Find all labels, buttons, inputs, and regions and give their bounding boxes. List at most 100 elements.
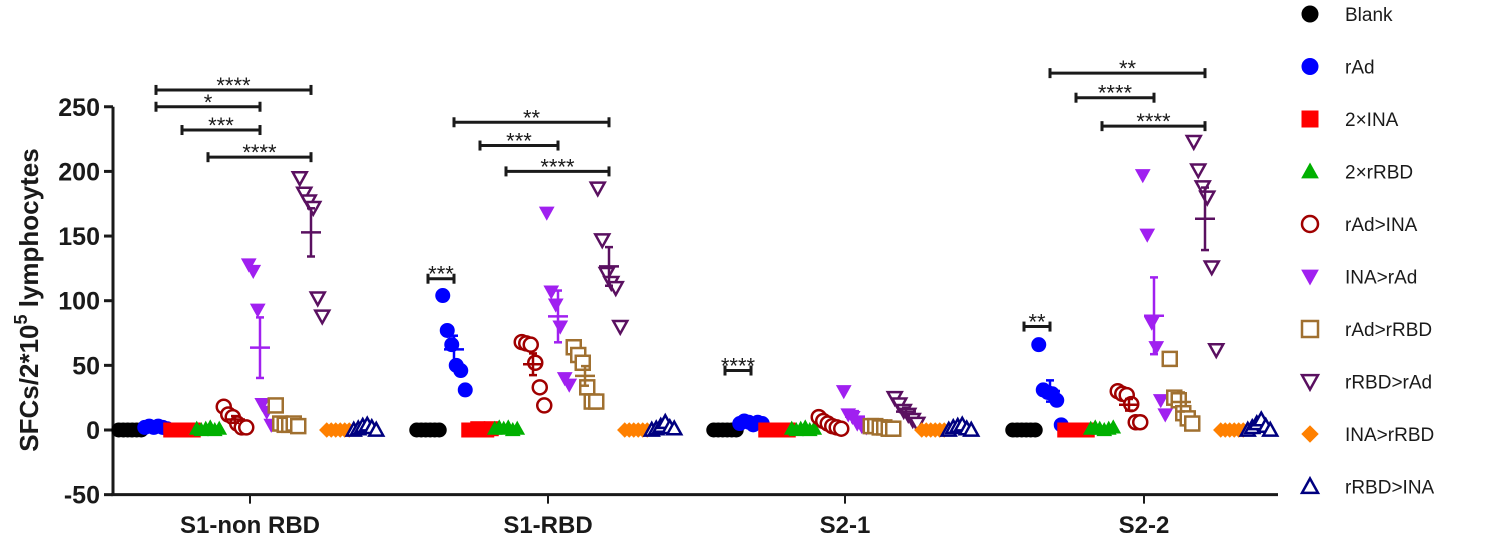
data-point-rrbd-rad — [611, 319, 630, 337]
legend-marker — [1299, 475, 1321, 495]
data-point-rrbd-rad — [1198, 190, 1217, 207]
significance-label: **** — [242, 140, 277, 165]
legend-item: INA>rRBD — [1301, 425, 1434, 446]
y-tick-label: 100 — [58, 288, 100, 316]
legend-item: rAd>rRBD — [1300, 319, 1432, 341]
data-point-rad-rrbd — [290, 417, 307, 435]
y-tick-label: 50 — [72, 352, 100, 380]
data-point-rad-rrbd — [885, 420, 902, 437]
data-point-rad-ina — [531, 379, 548, 396]
data-point-rrbd-rad — [606, 280, 625, 298]
legend-marker — [1300, 214, 1320, 234]
x-tick-label: S1-RBD — [503, 512, 592, 539]
legend-item: 2×INA — [1301, 110, 1399, 131]
y-tick-label: 0 — [86, 417, 100, 445]
legend-label: rRBD>rAd — [1345, 373, 1432, 394]
data-point-2-rrbd — [806, 420, 823, 435]
x-tick-label: S2-1 — [820, 512, 871, 539]
legend-marker — [1299, 373, 1321, 393]
legend-label: rRBD>INA — [1345, 478, 1435, 499]
y-axis-title-main: SFCs/2*10 — [14, 325, 44, 452]
significance-label: **** — [721, 354, 756, 379]
legend-marker — [1301, 269, 1319, 286]
legend-item: Blank — [1301, 5, 1393, 26]
data-point-rad — [435, 288, 451, 304]
data-point-ina-rad — [538, 206, 555, 221]
axes: -50 0 50 100 150 200 250 S1-non RBD S1-RBD S2-1 S2… — [58, 94, 1278, 539]
data-point-ina-rad — [1152, 394, 1169, 409]
significance-label: **** — [1098, 81, 1133, 106]
legend-item: INA>rAd — [1301, 268, 1417, 289]
data-point-rad-ina — [522, 336, 539, 353]
significance-brackets: **************************************** — [154, 56, 1207, 379]
data-point-ina-rad — [561, 378, 578, 393]
data-point-rrbd-rad — [593, 233, 612, 250]
legend-marker — [1300, 319, 1320, 339]
legend-label: rAd>rRBD — [1345, 320, 1432, 341]
data-points — [111, 134, 1280, 438]
data-point-rrbd-ina — [665, 419, 684, 436]
data-point-rad-ina — [536, 397, 553, 414]
legend-label: Blank — [1345, 5, 1393, 26]
data-point-rad — [439, 322, 455, 338]
data-point-ina-rad — [1143, 316, 1160, 331]
legend-item: 2×rRBD — [1301, 162, 1413, 184]
data-point-rrbd-rad — [313, 309, 332, 326]
data-point-ina-rad — [1157, 408, 1174, 423]
legend-item: rRBD>rAd — [1299, 373, 1432, 394]
legend-label: 2×rRBD — [1345, 163, 1413, 184]
data-point-ina-rad — [547, 298, 564, 313]
data-point-rad-rrbd — [588, 393, 605, 410]
legend-item: rRBD>INA — [1299, 475, 1435, 499]
data-point-rrbd-ina — [962, 420, 981, 437]
data-point-ina-rad — [1139, 228, 1156, 243]
data-point-rad — [1049, 392, 1065, 408]
data-point-ina-rad — [1134, 169, 1151, 184]
data-point-rad-rrbd — [267, 397, 284, 414]
legend-marker — [1301, 162, 1319, 179]
y-tick-label: 200 — [58, 158, 100, 186]
data-point-blank — [1027, 422, 1043, 438]
y-axis-title-suffix: lymphocytes — [14, 148, 44, 314]
data-point-rrbd-rad — [1189, 163, 1208, 180]
y-tick-label: -50 — [64, 482, 100, 510]
data-point-rad-ina — [833, 420, 850, 437]
legend-marker — [1301, 58, 1319, 75]
legend: Blank rAd 2×INA 2×rRBD rAd>INA INA>rAd rAd>rRB… — [1299, 5, 1435, 499]
significance-label: *** — [208, 113, 234, 138]
error-bars — [225, 186, 1215, 425]
y-axis-title-text: SFCs/2*105 lymphocytes — [11, 148, 44, 451]
legend-label: INA>rAd — [1345, 268, 1417, 289]
y-axis-title: SFCs/2*105 lymphocytes — [11, 148, 44, 451]
data-point-ina-rad — [245, 264, 262, 279]
legend-label: INA>rRBD — [1345, 425, 1434, 446]
data-point-2-rrbd — [1105, 419, 1122, 434]
data-point-ina-rad — [552, 320, 569, 335]
data-point-2-rrbd — [211, 420, 228, 435]
data-point-rad-ina — [527, 354, 544, 372]
data-point-rrbd-rad — [290, 171, 309, 188]
data-point-ina-rad — [254, 398, 271, 413]
data-point-rad-rrbd — [1161, 350, 1178, 368]
legend-label: 2×INA — [1345, 110, 1399, 131]
significance-label: ** — [1028, 310, 1046, 335]
data-point-rad — [1031, 337, 1047, 353]
data-point-rad — [457, 382, 473, 398]
significance-label: *** — [506, 129, 532, 154]
data-point-rrbd-ina — [367, 420, 386, 437]
legend-label: rAd>INA — [1345, 215, 1418, 236]
data-point-rad-ina — [238, 419, 255, 436]
x-tick-label: S1-non RBD — [180, 512, 320, 539]
significance-label: ** — [523, 105, 541, 130]
data-point-ina-rad — [1148, 341, 1165, 356]
significance-label: ** — [1119, 56, 1137, 81]
y-tick-label: 150 — [58, 223, 100, 251]
legend-label: rAd — [1345, 58, 1375, 79]
data-point-ina-rad — [543, 285, 560, 300]
data-point-ina-rad — [249, 303, 266, 318]
data-point-rrbd-rad — [1184, 134, 1203, 152]
data-point-2-rrbd — [509, 420, 526, 435]
y-tick-label: 250 — [58, 94, 100, 122]
y-axis-title-superscript: 5 — [11, 314, 31, 324]
